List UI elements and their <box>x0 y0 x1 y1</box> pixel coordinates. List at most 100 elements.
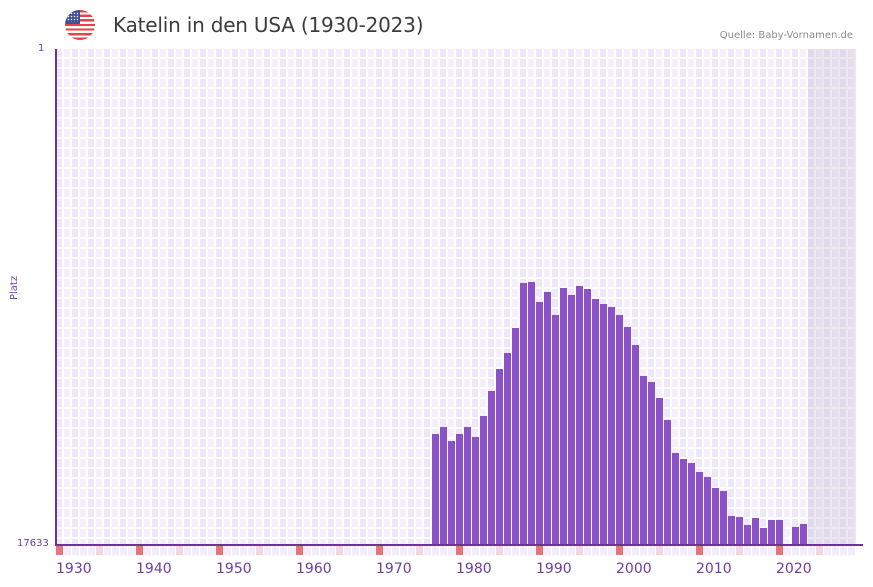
bar-2020[interactable] <box>776 520 783 545</box>
grid-column <box>120 49 128 545</box>
bar-2011[interactable] <box>704 477 711 545</box>
year-marker <box>232 546 239 555</box>
grid-column <box>608 49 616 545</box>
grid-column <box>184 49 192 545</box>
bar-2017[interactable] <box>752 518 759 545</box>
y-tick-bottom: 17633 <box>17 538 49 549</box>
bar-1985[interactable] <box>496 369 503 545</box>
bar-2019[interactable] <box>768 520 775 545</box>
year-marker <box>672 546 679 555</box>
bar-1994[interactable] <box>568 295 575 545</box>
year-marker <box>288 546 295 555</box>
bar-2012[interactable] <box>712 488 719 545</box>
bar-1979[interactable] <box>448 441 455 545</box>
bar-2018[interactable] <box>760 528 767 545</box>
year-marker <box>128 546 135 555</box>
grid-column <box>440 49 448 545</box>
bar-2010[interactable] <box>696 472 703 545</box>
year-marker <box>504 546 511 555</box>
grid-column <box>784 49 792 545</box>
year-marker <box>688 546 695 555</box>
grid-column <box>104 49 112 545</box>
year-marker <box>736 546 743 555</box>
bar-1999[interactable] <box>608 307 615 545</box>
bar-1983[interactable] <box>480 416 487 545</box>
bar-2022[interactable] <box>792 527 799 545</box>
bar-2001[interactable] <box>624 327 631 545</box>
grid-column <box>592 49 600 545</box>
grid-column <box>768 49 776 545</box>
x-tick-2000: 2000 <box>616 561 652 577</box>
bar-2013[interactable] <box>720 491 727 545</box>
grid-column <box>144 49 152 545</box>
grid-column <box>200 49 208 545</box>
year-marker <box>64 546 71 555</box>
bar-2009[interactable] <box>688 463 695 545</box>
bar-2023[interactable] <box>800 524 807 545</box>
year-marker <box>816 546 823 555</box>
year-marker <box>368 546 375 555</box>
grid-column <box>752 49 760 545</box>
year-marker <box>352 546 359 555</box>
x-tick-1980: 1980 <box>456 561 492 577</box>
bar-1980[interactable] <box>456 434 463 545</box>
x-tick-1960: 1960 <box>296 561 332 577</box>
grid-column <box>192 49 200 545</box>
year-marker <box>648 546 655 555</box>
year-marker <box>640 546 647 555</box>
bar-1991[interactable] <box>544 292 551 545</box>
bar-1982[interactable] <box>472 437 479 545</box>
bar-1987[interactable] <box>512 328 519 545</box>
grid-column <box>216 49 224 545</box>
grid-column <box>712 49 720 545</box>
year-marker <box>168 546 175 555</box>
bar-1997[interactable] <box>592 299 599 545</box>
bar-2003[interactable] <box>640 376 647 545</box>
grid-column <box>320 49 328 545</box>
bar-1981[interactable] <box>464 427 471 545</box>
bar-1992[interactable] <box>552 315 559 545</box>
bar-1995[interactable] <box>576 286 583 545</box>
bar-2008[interactable] <box>680 459 687 545</box>
grid-column <box>736 49 744 545</box>
year-marker <box>200 546 207 555</box>
grid-column <box>472 49 480 545</box>
year-marker <box>696 546 703 555</box>
bar-1993[interactable] <box>560 288 567 545</box>
bar-1986[interactable] <box>504 353 511 545</box>
grid-column <box>408 49 416 545</box>
bar-2005[interactable] <box>656 398 663 545</box>
year-marker <box>136 546 143 555</box>
bar-2006[interactable] <box>664 420 671 545</box>
bar-2000[interactable] <box>616 315 623 545</box>
bar-1978[interactable] <box>440 427 447 545</box>
bar-2004[interactable] <box>648 382 655 545</box>
bar-1990[interactable] <box>536 302 543 545</box>
year-marker <box>416 546 423 555</box>
bar-1977[interactable] <box>432 434 439 545</box>
bar-1988[interactable] <box>520 283 527 545</box>
bar-1984[interactable] <box>488 391 495 545</box>
grid-column <box>808 49 816 545</box>
year-marker <box>624 546 631 555</box>
year-marker <box>480 546 487 555</box>
grid-column <box>792 49 800 545</box>
bar-2007[interactable] <box>672 453 679 545</box>
grid-column <box>240 49 248 545</box>
bar-2002[interactable] <box>632 345 639 545</box>
year-marker <box>256 546 263 555</box>
year-marker <box>768 546 775 555</box>
bar-2014[interactable] <box>728 516 735 545</box>
grid-column <box>824 49 832 545</box>
grid-column <box>504 49 512 545</box>
year-marker <box>520 546 527 555</box>
bar-2015[interactable] <box>736 517 743 545</box>
grid-column <box>368 49 376 545</box>
bar-1998[interactable] <box>600 304 607 545</box>
bar-2016[interactable] <box>744 525 751 545</box>
year-marker <box>592 546 599 555</box>
year-marker <box>224 546 231 555</box>
bar-1996[interactable] <box>584 289 591 545</box>
bar-1989[interactable] <box>528 282 535 545</box>
year-marker <box>488 546 495 555</box>
